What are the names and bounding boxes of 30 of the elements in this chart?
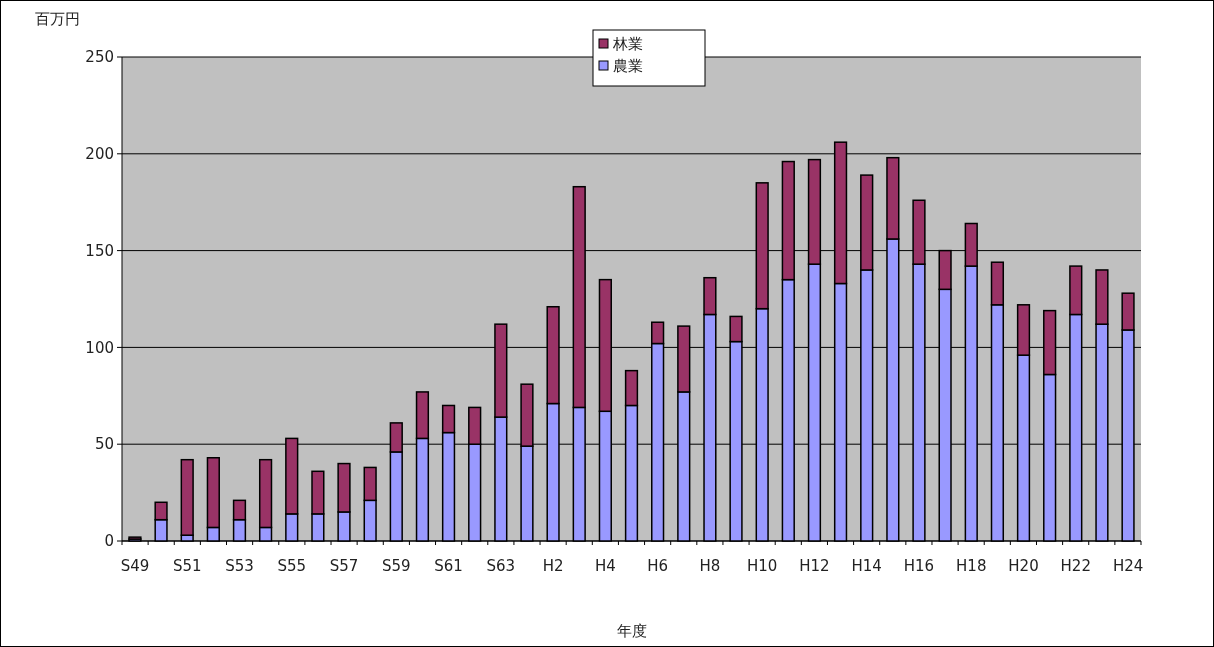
x-axis-title: 年度 (616, 622, 647, 640)
x-tick-label: S63 (486, 557, 516, 575)
x-tick-label: H18 (956, 557, 987, 575)
y-tick-label: 150 (85, 241, 114, 260)
legend-label: 農業 (613, 57, 643, 76)
x-tick-label: H22 (1060, 557, 1091, 575)
x-tick-label: H20 (1008, 557, 1039, 575)
x-tick-label: H8 (699, 557, 721, 575)
x-tick-label: S53 (225, 557, 254, 575)
y-tick-label: 250 (85, 48, 114, 67)
x-tick-label: S61 (434, 557, 463, 575)
x-tick-label: S57 (329, 557, 359, 575)
x-tick-label: H24 (1112, 557, 1144, 575)
x-tick-label: H4 (594, 557, 616, 575)
y-tick-label: 0 (104, 532, 114, 551)
x-tick-label: H2 (542, 557, 564, 575)
x-tick-label: H14 (851, 557, 882, 575)
y-axis-title: 百万円 (35, 10, 80, 28)
x-tick-label: H6 (647, 557, 669, 575)
x-tick-label: H10 (746, 557, 778, 575)
y-tick-label: 100 (85, 338, 114, 357)
x-tick-label: S55 (277, 557, 307, 575)
x-tick-label: H12 (799, 557, 830, 575)
y-tick-label: 200 (85, 145, 114, 164)
x-tick-label: S51 (172, 557, 202, 575)
x-tick-label: S49 (120, 557, 150, 575)
y-tick-label: 50 (94, 435, 114, 454)
x-tick-label: H16 (903, 557, 935, 575)
legend-label: 林業 (612, 35, 643, 54)
x-tick-label: S59 (381, 557, 411, 575)
